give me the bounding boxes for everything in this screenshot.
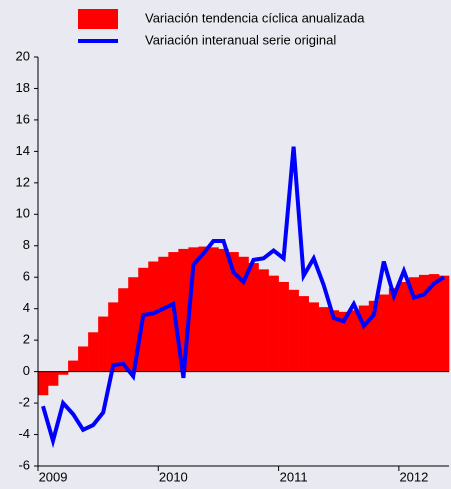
bar xyxy=(238,256,249,372)
bar xyxy=(158,256,169,372)
bar xyxy=(408,277,420,372)
y-tick-label: 8 xyxy=(23,237,30,252)
x-tick-label: 2009 xyxy=(39,469,68,484)
y-tick-label: 12 xyxy=(16,174,30,189)
bar xyxy=(218,248,229,372)
y-tick-label: -4 xyxy=(18,426,30,441)
bar xyxy=(118,288,129,372)
bar xyxy=(108,302,119,372)
bar xyxy=(68,360,79,372)
bar xyxy=(418,274,430,372)
bar xyxy=(388,288,400,372)
bar xyxy=(148,261,159,372)
bar xyxy=(288,289,299,372)
bar xyxy=(278,281,289,372)
bar xyxy=(378,294,390,372)
bar xyxy=(348,310,360,372)
y-tick-label: 4 xyxy=(23,300,30,315)
bar xyxy=(248,263,259,372)
y-tick-label: 14 xyxy=(16,143,30,158)
bar xyxy=(228,252,239,372)
y-tick-label: 2 xyxy=(23,332,30,347)
bar xyxy=(188,247,199,372)
y-tick-label: 20 xyxy=(16,48,30,63)
y-tick-label: 18 xyxy=(16,80,30,95)
bar xyxy=(398,281,410,372)
bar xyxy=(328,310,340,372)
bar xyxy=(438,275,450,372)
bar xyxy=(198,246,209,372)
x-tick-label: 2010 xyxy=(159,469,188,484)
x-tick-label: 2012 xyxy=(399,469,428,484)
legend-label: Variación interanual serie original xyxy=(145,32,336,47)
legend-label: Variación tendencia cíclica anualizada xyxy=(145,10,365,25)
bar xyxy=(58,371,69,375)
bar xyxy=(128,277,139,372)
x-tick-label: 2011 xyxy=(280,469,308,484)
bar xyxy=(338,311,350,372)
bar xyxy=(48,371,59,386)
bar xyxy=(308,302,319,372)
bar xyxy=(318,307,330,372)
bar xyxy=(178,248,189,372)
bar xyxy=(88,332,99,372)
y-tick-label: 0 xyxy=(23,363,30,378)
y-tick-label: 6 xyxy=(23,269,30,284)
bar xyxy=(428,274,440,372)
bar xyxy=(98,316,109,372)
line xyxy=(41,146,446,449)
bar xyxy=(358,305,370,372)
legend-swatch xyxy=(78,9,118,29)
bar xyxy=(78,346,89,372)
bar xyxy=(38,371,49,396)
y-tick-label: 16 xyxy=(16,111,30,126)
y-tick-label: -2 xyxy=(18,395,30,410)
bar xyxy=(258,269,269,372)
bar xyxy=(268,275,279,372)
y-tick-label: 10 xyxy=(16,206,30,221)
bar xyxy=(208,247,219,372)
y-tick-label: -6 xyxy=(18,457,30,472)
bar xyxy=(298,296,309,372)
bar xyxy=(368,300,380,372)
